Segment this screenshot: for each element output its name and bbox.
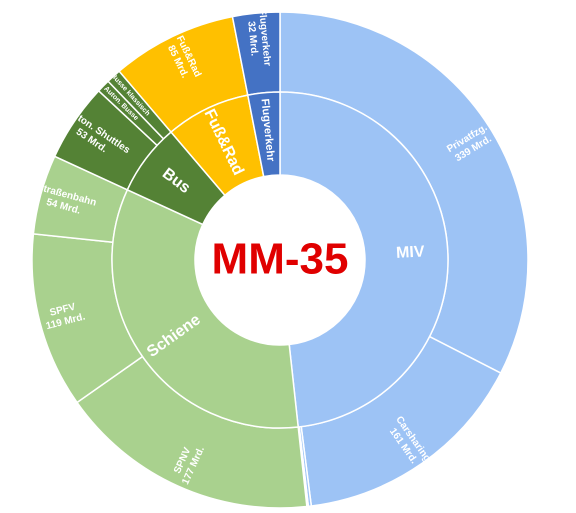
label: MIV xyxy=(396,243,426,262)
data-label: MIV xyxy=(396,243,426,262)
center-hole xyxy=(195,175,365,345)
data-label: 32 Mrd. xyxy=(245,21,259,57)
chart-title: MM-35 xyxy=(212,235,349,284)
data-label: Flugverkehr xyxy=(256,8,272,66)
